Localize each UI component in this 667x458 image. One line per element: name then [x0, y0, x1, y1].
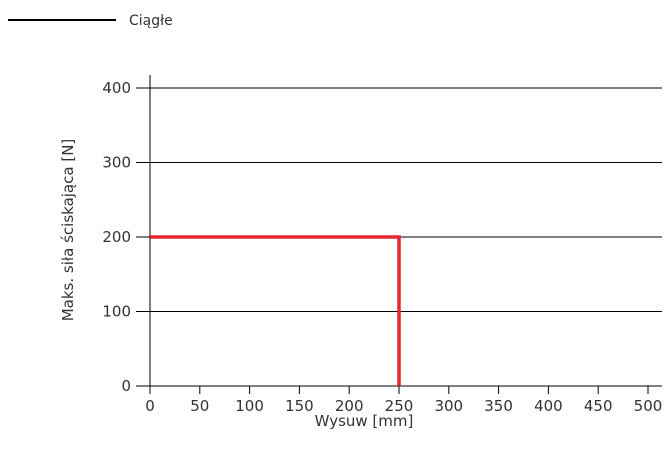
x-tick-label-150: 150: [285, 397, 314, 415]
x-axis-title: Wysuw [mm]: [315, 412, 414, 430]
y-axis-title: Maks. siła ściskająca [N]: [59, 139, 77, 322]
x-tick-label-300: 300: [434, 397, 463, 415]
x-tick-label-450: 450: [584, 397, 613, 415]
legend: Ciągłe: [8, 13, 173, 29]
y-tick-label-400: 400: [102, 79, 131, 97]
y-tick-label-300: 300: [102, 154, 131, 172]
x-tick-label-50: 50: [190, 397, 209, 415]
y-tick-label-100: 100: [102, 303, 131, 321]
x-tick-label-0: 0: [145, 397, 155, 415]
y-tick-label-0: 0: [121, 377, 131, 395]
x-tick-label-400: 400: [534, 397, 563, 415]
legend-label: Ciągłe: [129, 13, 173, 29]
x-tick-label-100: 100: [235, 397, 264, 415]
y-tick-label-200: 200: [102, 228, 131, 246]
x-ticks: 0 50 100 150 200 250 300 350 400 450 500: [145, 386, 662, 415]
x-tick-label-500: 500: [634, 397, 663, 415]
x-tick-label-350: 350: [484, 397, 513, 415]
